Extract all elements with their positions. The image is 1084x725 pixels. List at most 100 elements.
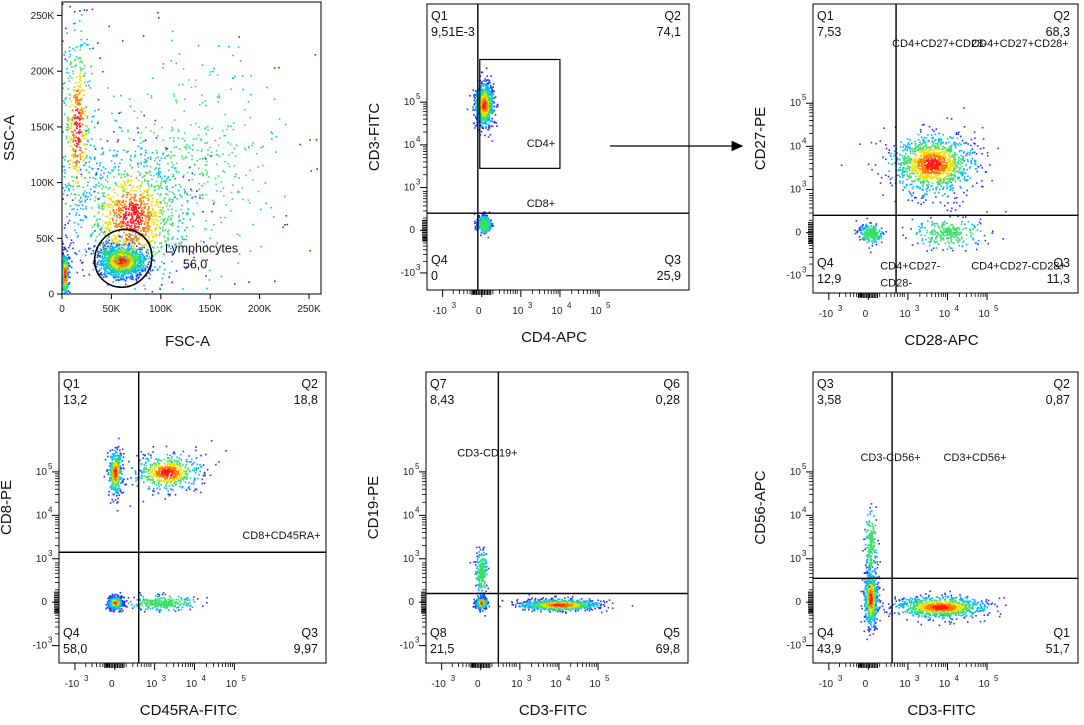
data-point: [252, 223, 254, 226]
data-point: [116, 261, 119, 264]
data-point: [141, 182, 143, 184]
data-point: [86, 81, 89, 83]
data-point: [172, 173, 174, 176]
data-point: [228, 46, 230, 48]
data-point: [227, 162, 229, 165]
data-point: [81, 269, 84, 271]
data-point: [131, 268, 134, 271]
data-point: [103, 205, 105, 207]
data-point: [71, 130, 73, 133]
data-point: [142, 265, 144, 268]
data-point: [71, 175, 73, 178]
data-point: [104, 203, 107, 205]
data-point: [135, 223, 138, 225]
data-point: [141, 211, 144, 213]
data-point: [210, 151, 213, 154]
data-point: [69, 244, 71, 247]
data-point: [65, 258, 67, 261]
data-point: [110, 264, 113, 267]
data-point: [157, 11, 159, 14]
data-point: [97, 263, 99, 266]
data-point: [145, 251, 148, 253]
data-point: [128, 233, 131, 235]
data-point: [106, 266, 108, 269]
data-point: [213, 201, 216, 203]
data-point: [84, 200, 86, 203]
y-tick-label: 50K: [36, 234, 54, 245]
data-point: [172, 93, 175, 96]
data-point: [136, 240, 139, 243]
data-point: [131, 242, 134, 244]
data-point: [184, 157, 187, 159]
data-point: [101, 257, 104, 260]
data-point: [133, 241, 136, 243]
data-point: [139, 241, 141, 244]
data-point: [131, 276, 134, 279]
data-point: [101, 147, 104, 150]
data-point: [78, 88, 80, 91]
data-point: [87, 44, 89, 46]
data-point: [113, 273, 115, 275]
data-point: [186, 200, 189, 202]
data-point: [184, 229, 186, 231]
data-point: [62, 279, 64, 282]
data-point: [72, 47, 74, 50]
data-point: [108, 239, 110, 242]
data-point: [68, 184, 71, 187]
lymphocytes-gate[interactable]: [83, 218, 164, 299]
data-point: [489, 81, 491, 84]
data-point: [171, 126, 173, 129]
data-point: [137, 248, 139, 250]
data-point: [102, 185, 105, 188]
data-point: [113, 155, 116, 157]
data-point: [224, 160, 226, 163]
data-point: [135, 258, 138, 260]
data-point: [233, 175, 236, 178]
data-point: [76, 90, 78, 93]
data-point: [177, 230, 180, 232]
data-point: [63, 54, 65, 56]
data-point: [118, 209, 120, 211]
data-point: [148, 320, 150, 322]
data-point: [77, 85, 79, 87]
data-point: [64, 263, 67, 266]
data-point: [309, 139, 311, 141]
data-point: [112, 275, 114, 277]
data-point: [142, 209, 144, 212]
data-point: [130, 273, 132, 275]
data-point: [133, 199, 135, 201]
data-point: [481, 82, 483, 85]
data-point: [88, 166, 91, 168]
data-point: [131, 247, 133, 250]
data-point: [81, 97, 83, 100]
data-point: [163, 175, 166, 177]
data-point: [55, 172, 57, 174]
data-point: [78, 132, 80, 135]
data-point: [113, 149, 116, 152]
data-point: [74, 29, 76, 31]
y-tick-label: 200K: [31, 67, 55, 78]
data-point: [111, 265, 114, 267]
data-point: [130, 264, 132, 266]
data-point: [66, 215, 68, 218]
data-point: [140, 235, 142, 237]
data-point: [171, 260, 173, 263]
data-point: [65, 291, 68, 293]
data-point: [493, 120, 496, 123]
data-point: [104, 270, 107, 272]
data-point: [248, 202, 251, 204]
data-point: [74, 150, 77, 153]
data-point: [68, 213, 71, 215]
data-point: [118, 244, 120, 247]
data-point: [113, 235, 116, 237]
data-point: [108, 256, 110, 259]
data-point: [154, 211, 157, 214]
data-point: [278, 118, 281, 120]
data-point: [125, 263, 128, 266]
data-point: [137, 170, 139, 173]
data-point: [206, 160, 208, 163]
data-point: [109, 211, 111, 214]
data-point: [144, 158, 146, 161]
data-point: [123, 278, 125, 281]
